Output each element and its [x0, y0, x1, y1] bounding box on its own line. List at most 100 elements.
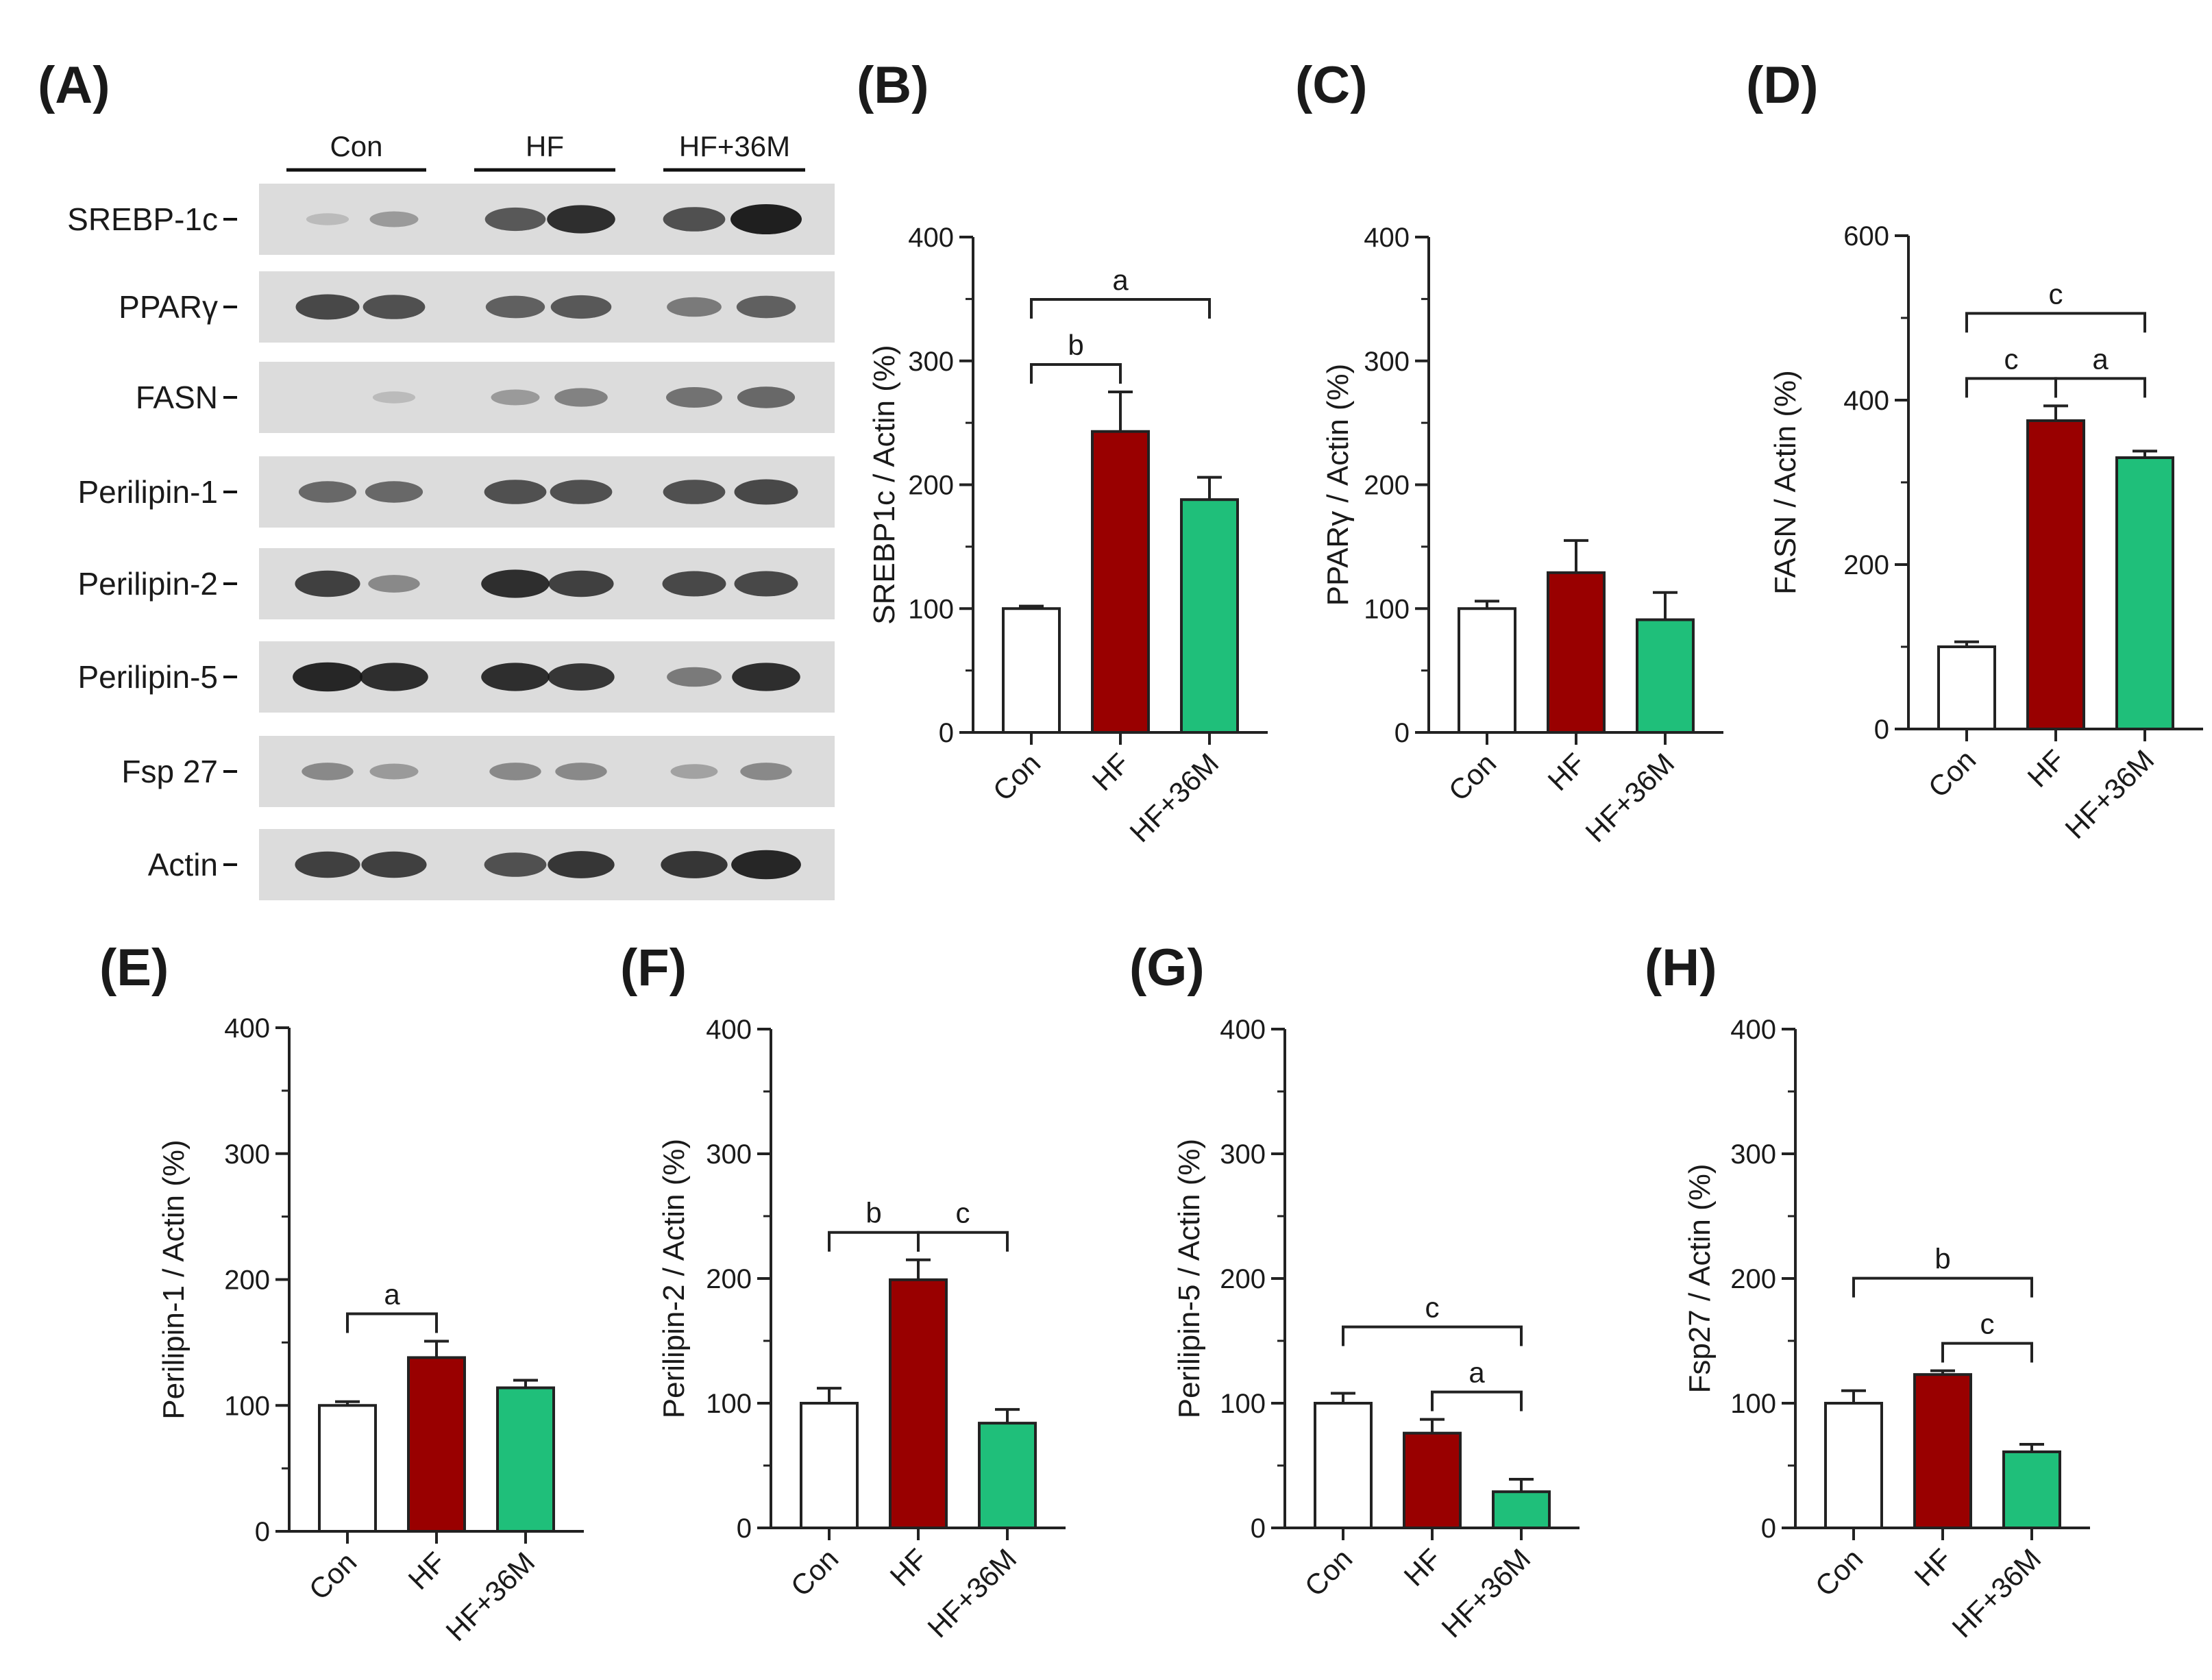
blot-band [295, 570, 360, 597]
blot-band [548, 851, 615, 878]
significance-label: b [1068, 329, 1083, 361]
y-tick-label: 600 [1843, 221, 1889, 251]
group-label-hf: HF [526, 130, 564, 162]
y-tick-label: 200 [1364, 471, 1410, 501]
bar-hf [407, 1356, 466, 1533]
y-tick-label: 0 [939, 718, 954, 748]
blot-band [481, 663, 550, 691]
blot-band [730, 204, 802, 234]
bar-hf-36m [978, 1422, 1037, 1530]
blot-band [555, 763, 607, 780]
bar-hf-36m [2002, 1450, 2061, 1529]
y-tick-label: 300 [706, 1139, 752, 1170]
blot-band [667, 297, 722, 317]
significance-bracket [1852, 1276, 2033, 1298]
blot-band [732, 663, 800, 691]
y-tick-label: 200 [1843, 550, 1889, 580]
significance-bracket [2054, 377, 2146, 398]
y-tick-label: 300 [1364, 347, 1410, 377]
blot-band [485, 295, 545, 319]
blot-row-label: Fsp 27 [121, 754, 218, 789]
bar-con [1824, 1402, 1883, 1529]
bar-con [1002, 607, 1061, 734]
y-tick-label: 400 [1220, 1015, 1266, 1045]
panel-label-f: (F) [620, 939, 687, 997]
bar-hf-36m [2115, 456, 2174, 730]
y-tick-label: 200 [1730, 1264, 1776, 1294]
y-tick-label: 100 [706, 1389, 752, 1419]
blot-row-label: SREBP-1c [67, 201, 218, 237]
blot-band [484, 480, 547, 504]
bar-hf [1403, 1431, 1462, 1529]
group-label-hf36m: HF+36M [679, 130, 790, 162]
y-tick-label: 300 [908, 347, 954, 377]
blot-band [293, 662, 362, 692]
blot-band [661, 851, 728, 878]
y-tick-label: 100 [1364, 594, 1410, 624]
blot-band [484, 852, 547, 877]
blot-band [547, 205, 615, 234]
blot-band [481, 569, 550, 598]
y-tick-label: 300 [224, 1139, 270, 1170]
y-tick-label: 300 [1730, 1139, 1776, 1170]
y-axis-title: Perilipin-2 / Actin (%) [657, 1139, 691, 1418]
bar-con [1458, 607, 1516, 734]
blot-band [306, 213, 349, 225]
y-tick-label: 0 [1394, 718, 1410, 748]
western-blot: Con HF HF+36M SREBP-1c PPARγ FASN Perilipin… [67, 130, 835, 900]
blot-band [369, 763, 419, 780]
group-label-con: Con [330, 130, 382, 162]
blot-band [666, 387, 722, 408]
bar-hf-36m [496, 1386, 555, 1533]
significance-label: a [1468, 1357, 1485, 1389]
bar-hf [889, 1278, 948, 1529]
blot-band [360, 663, 428, 691]
bar-con [1314, 1402, 1373, 1529]
blot-band [302, 763, 354, 780]
blot-row-perilipin-5: Perilipin-5 [77, 641, 835, 713]
significance-bracket [1030, 362, 1122, 384]
y-tick-label: 100 [908, 594, 954, 624]
y-axis-title: FASN / Actin (%) [1769, 370, 1802, 595]
significance-bracket [346, 1312, 438, 1333]
significance-label: c [1980, 1308, 1995, 1340]
significance-label: a [2092, 343, 2109, 375]
blot-band [548, 663, 615, 691]
y-axis-title: Fsp27 / Actin (%) [1683, 1163, 1717, 1393]
y-tick-label: 100 [1730, 1389, 1776, 1419]
blot-band [295, 851, 360, 878]
y-tick-label: 100 [224, 1391, 270, 1421]
blot-band [362, 295, 426, 319]
y-axis-title: PPARγ / Actin (%) [1321, 364, 1355, 606]
bar-con [1937, 645, 1996, 730]
blot-band [550, 295, 612, 319]
y-tick-label: 0 [1874, 715, 1889, 745]
y-axis-title: SREBP1c / Actin (%) [868, 345, 901, 624]
panel-label-h: (H) [1645, 939, 1717, 997]
significance-bracket [1342, 1325, 1523, 1346]
y-tick-label: 0 [255, 1517, 270, 1547]
y-tick-label: 0 [1251, 1514, 1266, 1544]
significance-bracket [1941, 1342, 2033, 1363]
blot-band [731, 850, 801, 880]
y-tick-label: 400 [706, 1015, 752, 1045]
significance-label: a [384, 1278, 400, 1311]
blot-band [489, 763, 541, 780]
blot-row-label: Perilipin-1 [77, 474, 218, 510]
bar-hf-36m [1492, 1490, 1551, 1529]
blot-band [295, 294, 360, 320]
blot-row-label: Perilipin-5 [77, 659, 218, 695]
bar-hf [2026, 419, 2085, 730]
blot-row-actin: Actin [148, 829, 835, 900]
blot-row-perilipin-1: Perilipin-1 [77, 456, 835, 528]
blot-row-label: Actin [148, 847, 218, 882]
panel-label-d: (D) [1746, 56, 1819, 114]
blot-band [737, 386, 796, 408]
blot-rows: SREBP-1c PPARγ FASN Perilipin-1 Perilipin-2 P… [67, 184, 835, 900]
blot-band [365, 481, 423, 503]
significance-label: c [1425, 1292, 1440, 1324]
y-tick-label: 400 [224, 1013, 270, 1043]
